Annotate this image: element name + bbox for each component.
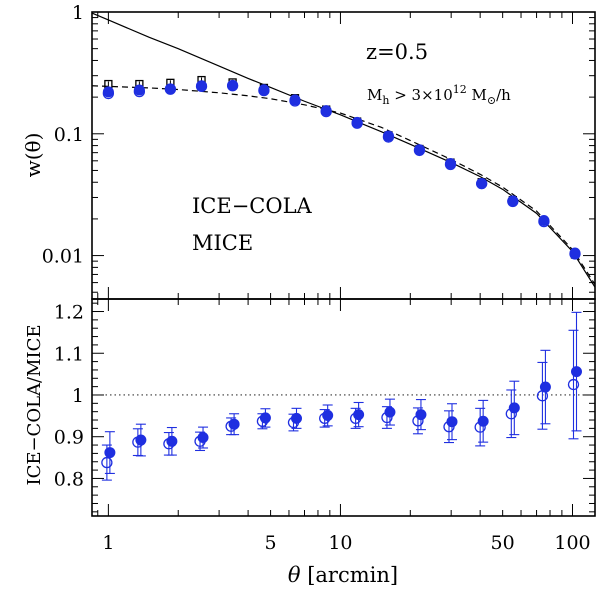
ratio-open-point [163, 438, 175, 450]
ratio-axis-label: ICE−COLA/MICE [24, 324, 45, 485]
ratio-open-point [225, 420, 237, 432]
ice-cola-filled-point [382, 130, 394, 142]
ice-cola-filled-point [102, 86, 114, 98]
y-axis-label: w(θ) [21, 133, 45, 178]
ice-cola-filled-point [538, 215, 550, 227]
x-tick-labels: 1 5 10 50 100 [102, 532, 590, 554]
top-plot-frame [91, 11, 596, 300]
ice-cola-filled-point [507, 195, 519, 207]
y-tick-label: 1 [72, 385, 84, 407]
ratio-open-point [474, 421, 486, 433]
y-tick-label: 0.1 [54, 124, 84, 146]
ratio-open-point [256, 415, 269, 427]
x-tick-label: 10 [328, 532, 352, 554]
x-tick-label: 5 [265, 532, 277, 554]
ratio-open-point [567, 378, 580, 391]
bottom-panel: 0.8 0.9 1 1.1 1.2 1 5 10 50 100 ICE−COLA/MICE θ … [24, 298, 596, 587]
y-tick-labels: 0.8 0.9 1 1.1 1.2 [54, 302, 84, 491]
ratio-open-point [319, 412, 331, 425]
ice-cola-filled-point [444, 158, 456, 170]
ice-cola-filled-point [289, 94, 301, 106]
ratio-points [101, 311, 582, 481]
ice-cola-filled-point [320, 105, 332, 117]
ratio-open-point [381, 411, 393, 424]
ratio-open-point [536, 390, 549, 402]
ratio-open-point [287, 416, 300, 429]
mass-cut-label: Mh > 3×1012 M⊙/h [367, 83, 511, 107]
ratio-open-point [132, 436, 144, 448]
axis-ticks [92, 299, 595, 516]
model-curves [91, 12, 596, 288]
y-tick-labels: 1 0.1 0.01 [42, 2, 84, 268]
bottom-plot-frame [91, 298, 596, 517]
ratio-open-point [349, 412, 362, 425]
y-tick-label: 1.2 [54, 302, 84, 324]
x-tick-label: 100 [554, 532, 590, 554]
x-tick-label: 50 [491, 532, 515, 554]
dashed-model-curve [91, 85, 596, 285]
ice-cola-filled-point [569, 247, 581, 259]
legend-mice: MICE [192, 231, 253, 255]
solid-model-curve [91, 12, 596, 288]
ice-cola-filled-point [133, 84, 145, 96]
top-panel: 1 0.1 0.01 w(θ) z=0.5 Mh > 3×1012 M⊙/h ICE… [21, 2, 596, 300]
y-tick-label: 0.8 [54, 468, 84, 490]
y-tick-label: 0.9 [54, 427, 84, 449]
ice-cola-filled-point [476, 178, 488, 190]
ice-cola-filled-point [227, 79, 239, 91]
ratio-open-point [194, 435, 206, 447]
y-tick-label: 0.01 [42, 246, 84, 268]
ratio-open-point [101, 456, 113, 469]
data-points [102, 75, 581, 260]
axis-ticks [92, 11, 595, 299]
ice-cola-filled-point [164, 83, 176, 95]
ice-cola-filled-point [258, 84, 270, 96]
ratio-open-point [412, 415, 424, 427]
ice-cola-filled-point [351, 116, 363, 128]
redshift-label: z=0.5 [366, 40, 428, 64]
ratio-open-point [443, 421, 455, 433]
x-tick-label: 1 [102, 532, 114, 554]
y-tick-label: 1 [72, 2, 84, 24]
y-tick-label: 1.1 [54, 343, 84, 365]
legend-ice-cola: ICE−COLA [192, 194, 313, 218]
ice-cola-filled-point [413, 144, 425, 156]
ratio-open-point [505, 408, 517, 420]
x-axis-label: θ [arcmin] [288, 563, 398, 587]
ice-cola-filled-point [196, 80, 208, 92]
